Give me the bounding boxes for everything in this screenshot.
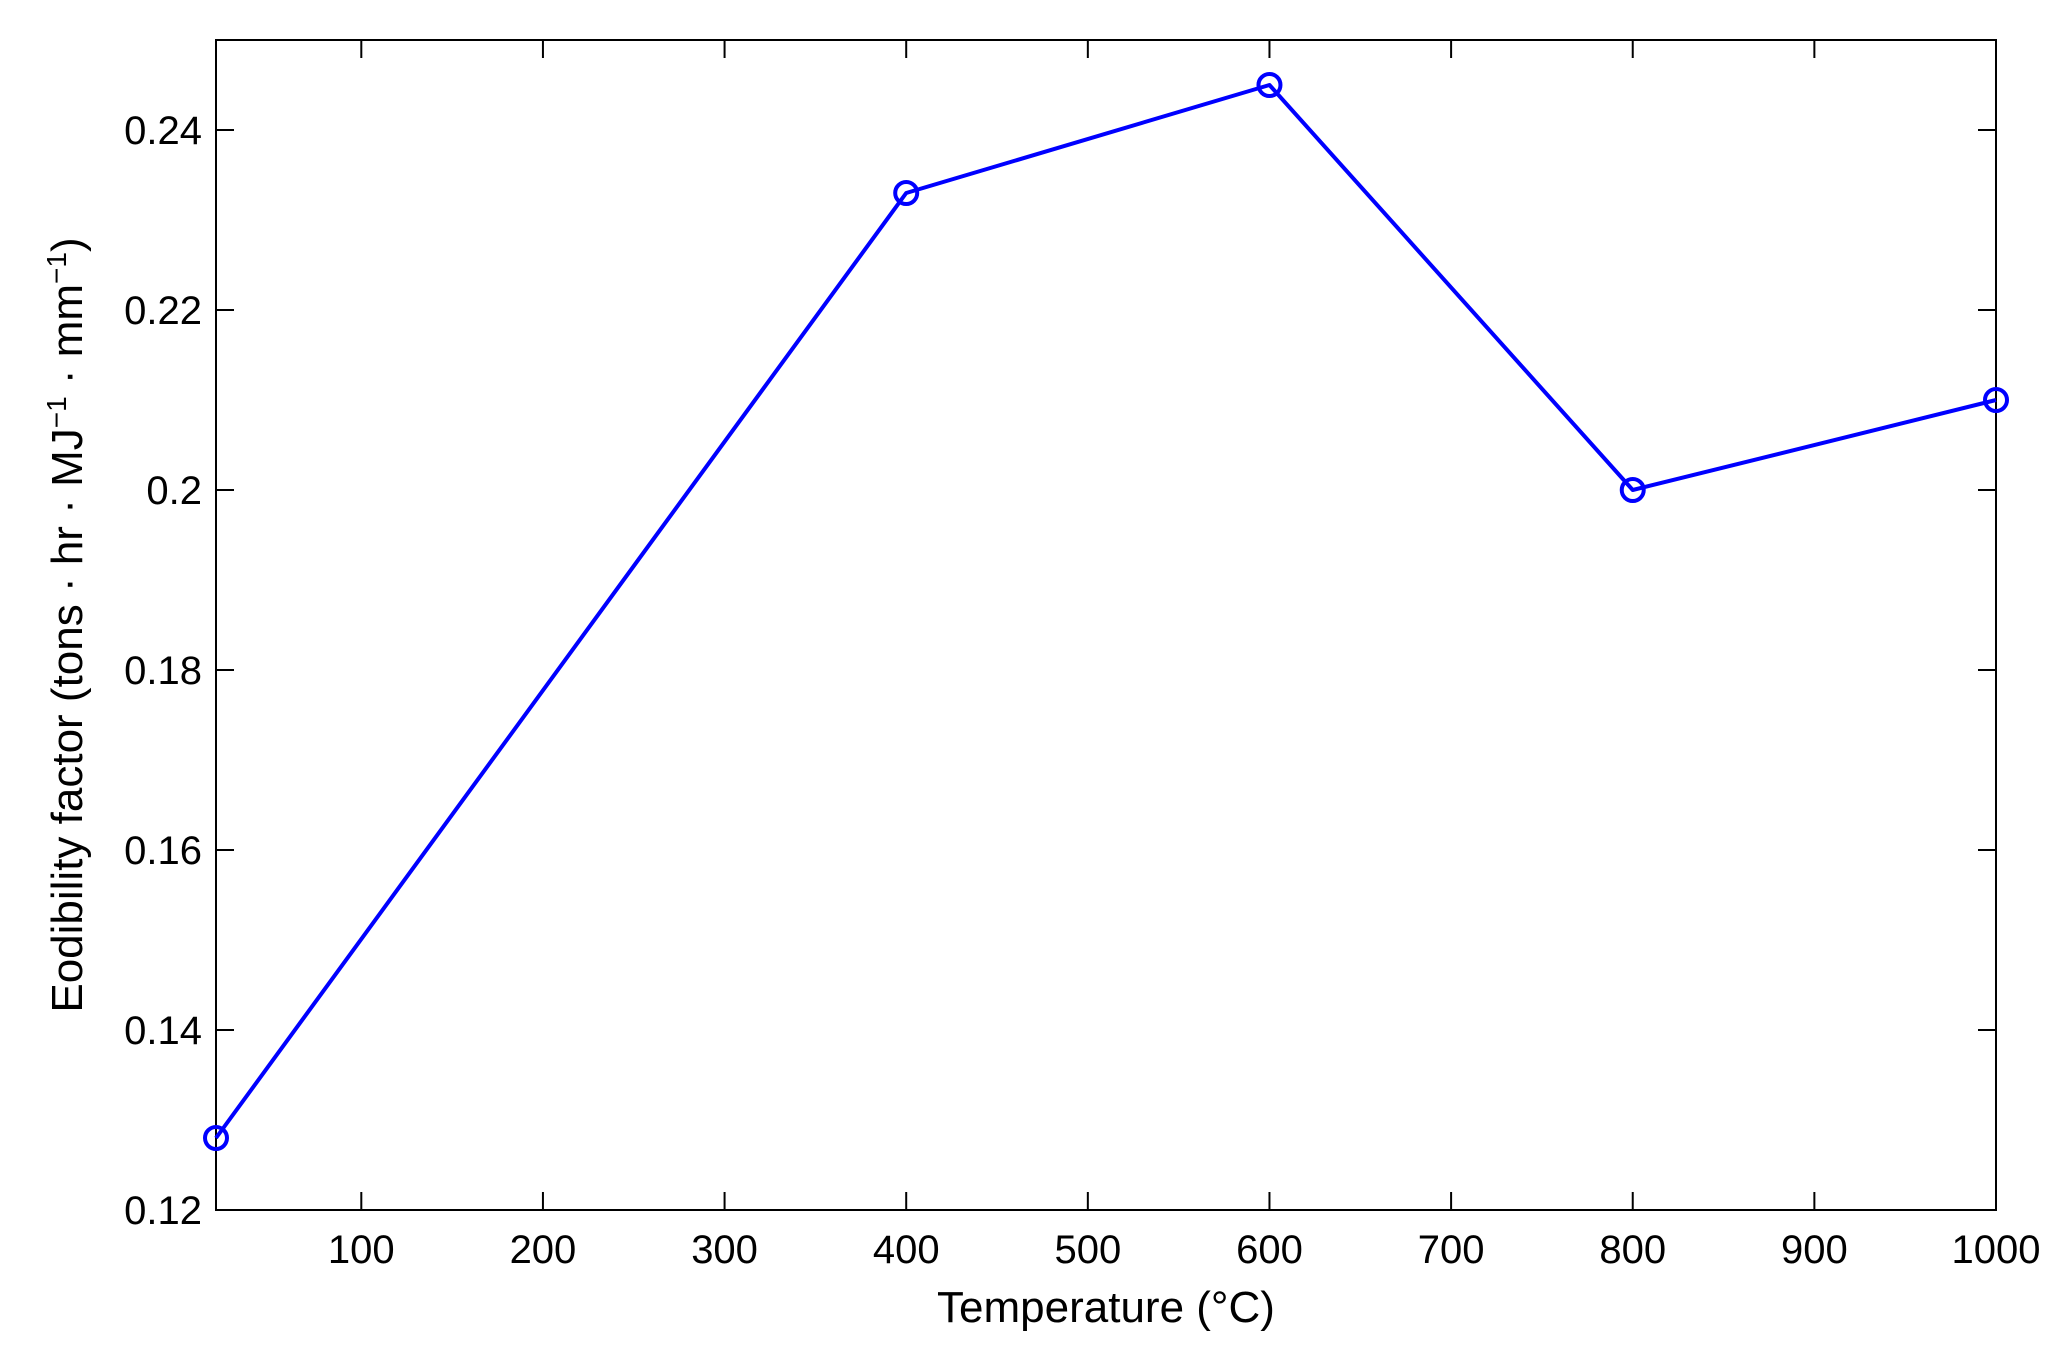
x-axis-ticks: 100 200 300 400 500 600 700 800 900 1000 — [328, 40, 2041, 1272]
y-tick-label: 0.14 — [124, 1009, 202, 1053]
x-tick-label: 200 — [510, 1228, 577, 1272]
series-layer — [203, 72, 2009, 1151]
data-point-marker — [893, 180, 920, 206]
y-axis-label-sup-2: −1 — [41, 252, 72, 284]
x-tick-label: 600 — [1236, 1228, 1303, 1272]
y-tick-label: 0.18 — [124, 649, 202, 693]
y-axis-label-prefix: Eodibility factor (tons · hr · MJ — [43, 428, 92, 1012]
data-point-marker — [203, 1125, 229, 1151]
y-tick-label: 0.2 — [146, 469, 202, 513]
y-axis-label-middle: · mm — [43, 284, 92, 396]
x-tick-label: 300 — [691, 1228, 758, 1272]
x-tick-label: 100 — [328, 1228, 395, 1272]
data-point-marker — [1983, 387, 2009, 413]
x-tick-label: 1000 — [1952, 1228, 2041, 1272]
y-tick-label: 0.12 — [124, 1189, 202, 1233]
x-tick-label: 500 — [1054, 1228, 1121, 1272]
y-tick-label: 0.24 — [124, 109, 202, 153]
plot-area — [215, 39, 1997, 1211]
x-axis-label: Temperature (°C) — [937, 1283, 1275, 1332]
y-axis-ticks: 0.12 0.14 0.16 0.18 0.2 0.22 0.24 — [124, 109, 1996, 1233]
data-point-marker — [1256, 72, 1283, 98]
y-axis-label-sup-1: −1 — [41, 396, 72, 428]
y-axis-label: Eodibility factor (tons · hr · MJ−1 · mm… — [41, 237, 92, 1012]
x-tick-label: 900 — [1781, 1228, 1848, 1272]
y-tick-label: 0.22 — [124, 289, 202, 333]
x-tick-label: 700 — [1418, 1228, 1485, 1272]
series-line — [214, 83, 1997, 1140]
y-axis-label-suffix: ) — [43, 237, 92, 252]
data-point-marker — [1619, 477, 1646, 503]
y-tick-label: 0.16 — [124, 829, 202, 873]
x-tick-label: 400 — [873, 1228, 940, 1272]
x-tick-label: 800 — [1599, 1228, 1666, 1272]
